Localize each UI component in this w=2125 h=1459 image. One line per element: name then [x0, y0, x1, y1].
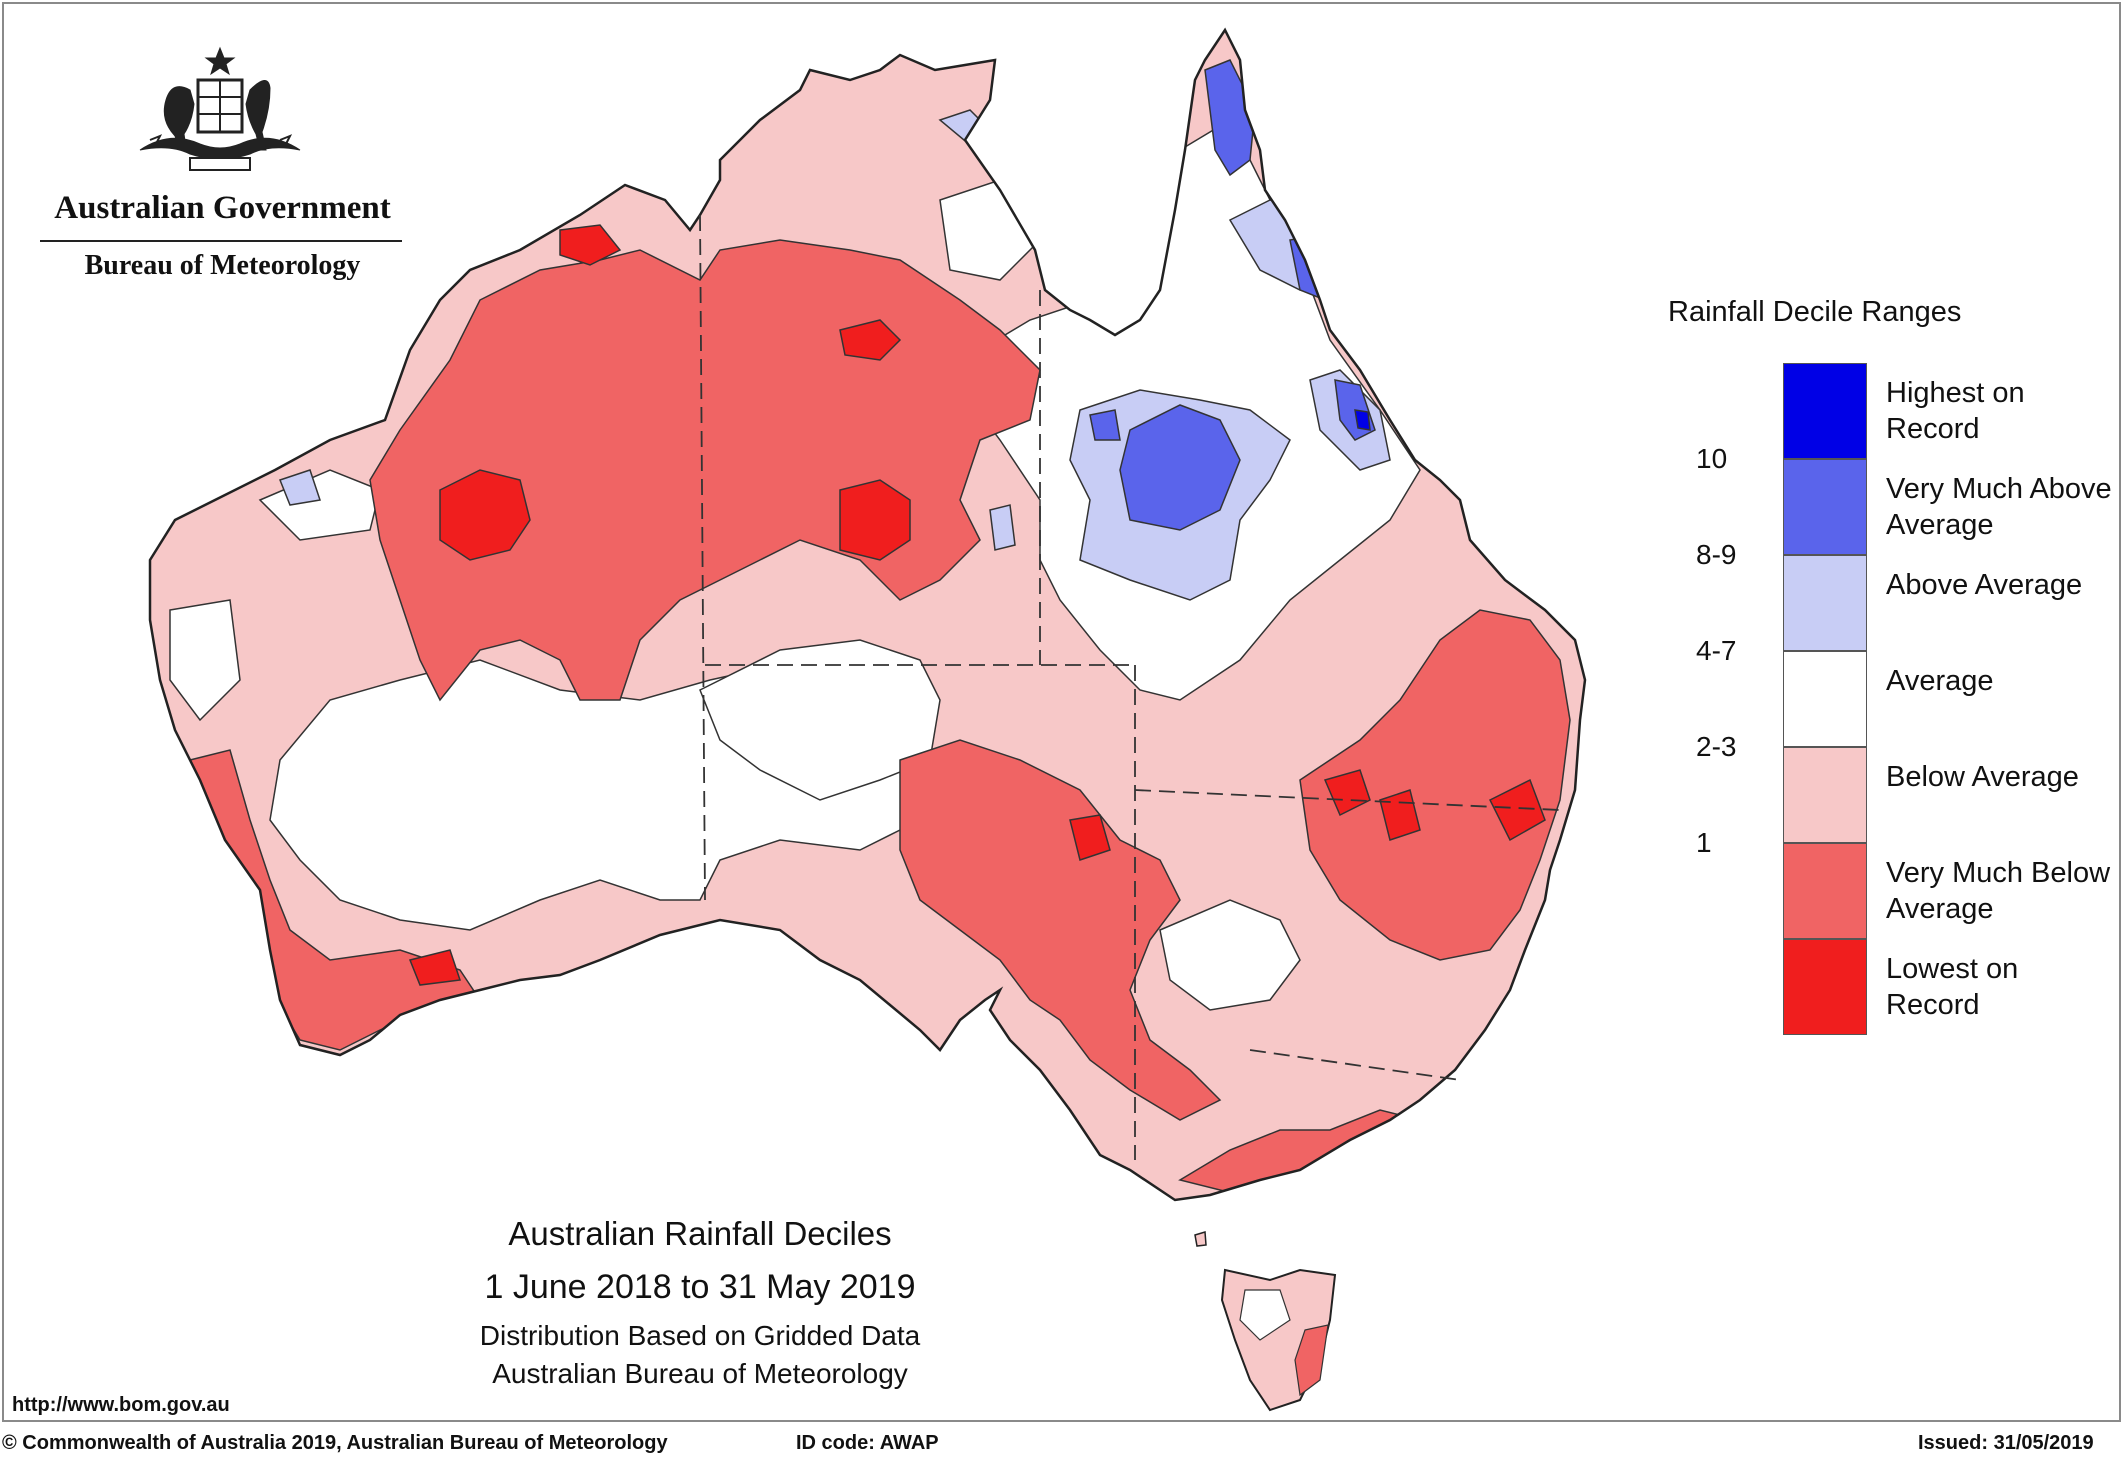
border-nsw-vic: [1249, 1049, 1461, 1081]
map-period: 1 June 2018 to 31 May 2019: [484, 1268, 916, 1306]
legend-swatch-6: [1783, 939, 1867, 1035]
legend-range-1: 10: [1696, 443, 1728, 474]
legend-label-6: Lowest on Record: [1886, 953, 2019, 1021]
state-borders: [699, 214, 1561, 1160]
id-code: ID code: AWAP: [796, 1432, 939, 1454]
region-highest-on-record: [1354, 409, 1371, 431]
region-lowest-on-record-nt-north: [839, 319, 902, 361]
agency-name: Bureau of Meteorology: [84, 250, 361, 281]
border-wa: [699, 214, 706, 901]
map-title: Australian Rainfall Deciles: [508, 1215, 892, 1252]
region-lowest-on-record-nsw: [1323, 769, 1371, 817]
legend-label-5: Very Much Below Average: [1886, 857, 2111, 925]
region-very-much-above-average-west-qld: [1089, 409, 1121, 441]
legend-range-2: 8-9: [1696, 539, 1737, 570]
region-above-average-wa: [279, 469, 321, 506]
map-source: Australian Bureau of Meteorology: [492, 1358, 908, 1389]
region-lowest-on-record-kimberley-north: [559, 224, 622, 266]
region-lowest-on-record-kimberley: [439, 469, 531, 561]
legend-label-2: Above Average: [1886, 569, 2083, 601]
legend-label-4: Below Average: [1886, 761, 2079, 793]
region-lowest-on-record-nsw-east: [1488, 778, 1546, 842]
mainland-coastline: [148, 27, 1587, 1202]
legend-swatch-2: [1783, 555, 1867, 651]
bom-url: http://www.bom.gov.au: [12, 1394, 230, 1416]
legend-title: Rainfall Decile Ranges: [1668, 296, 1962, 328]
region-very-much-above-average-qld: [1119, 404, 1241, 531]
issued-date: Issued: 31/05/2019: [1918, 1432, 2094, 1454]
region-lowest-on-record-nt: [839, 479, 911, 561]
legend-swatch-5: [1783, 843, 1867, 939]
legend-label-1: Very Much Above Average: [1886, 473, 2112, 541]
tasmania-very-much-below: [1294, 1324, 1329, 1397]
copyright-notice: © Commonwealth of Australia 2019, Austra…: [2, 1432, 668, 1454]
legend-swatch-4: [1783, 747, 1867, 843]
king-island: [1194, 1231, 1207, 1247]
region-average-wa-west: [169, 599, 241, 722]
legend-swatch-1: [1783, 459, 1867, 555]
coat-of-arms-logo: [139, 46, 301, 171]
legend-label-0: Highest on Record: [1886, 377, 2025, 445]
legend-swatch-3: [1783, 651, 1867, 747]
region-lowest-on-record-swwa: [408, 949, 462, 986]
legend-label-3: Average: [1886, 665, 1994, 697]
region-lowest-on-record-sa: [1069, 814, 1111, 861]
region-average-nsw-west: [1159, 899, 1301, 1011]
government-title: Australian Government: [54, 190, 391, 226]
region-very-much-below-average-nsw: [1299, 609, 1571, 961]
legend-range-3: 4-7: [1696, 635, 1737, 666]
legend-swatch-0: [1783, 363, 1867, 459]
map-method: Distribution Based on Gridded Data: [479, 1320, 921, 1351]
tasmania-average: [1239, 1289, 1291, 1341]
legend-range-5: 1: [1696, 827, 1712, 858]
region-above-average-nt: [989, 504, 1016, 551]
legend-range-4: 2-3: [1696, 731, 1737, 762]
header-divider: [40, 240, 402, 242]
